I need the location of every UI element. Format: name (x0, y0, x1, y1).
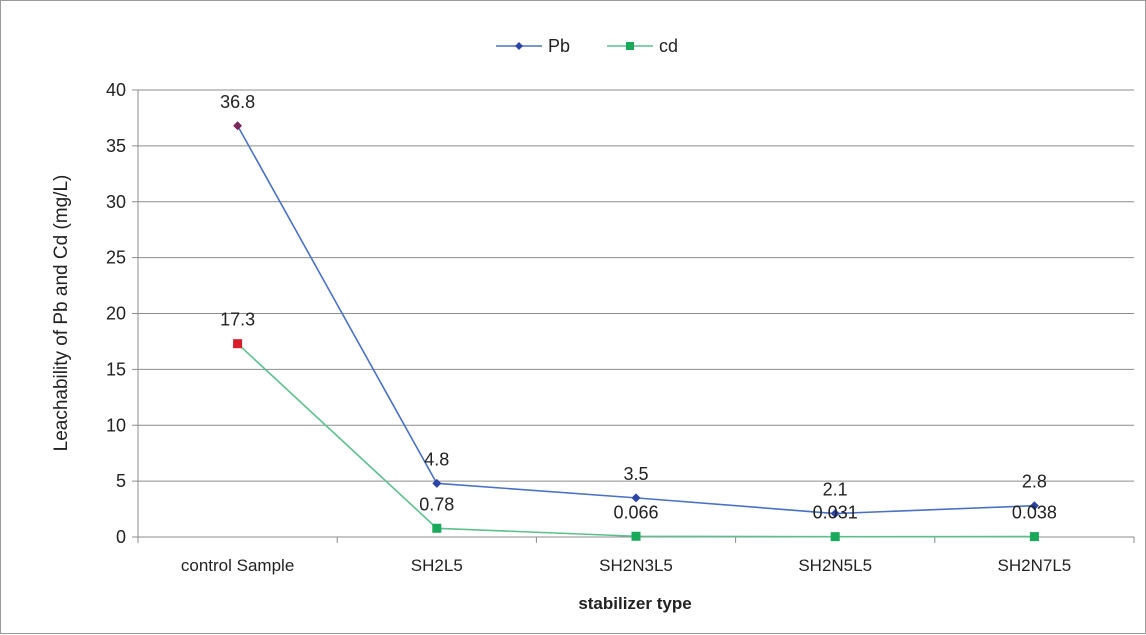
y-tick-label: 40 (106, 80, 126, 100)
x-tick-label: SH2N7L5 (998, 556, 1072, 575)
data-point (1029, 532, 1039, 542)
data-label: 0.038 (1012, 503, 1057, 523)
legend-label: Pb (548, 36, 570, 56)
y-tick-label: 5 (116, 471, 126, 491)
x-tick-label: SH2N3L5 (599, 556, 673, 575)
data-label: 3.5 (623, 464, 648, 484)
legend: Pb cd (496, 36, 678, 56)
x-tick-label: SH2N5L5 (798, 556, 872, 575)
series-group (233, 121, 1039, 542)
legend-marker (515, 42, 523, 50)
y-tick-label: 15 (106, 359, 126, 379)
y-tick-label: 35 (106, 136, 126, 156)
data-point (233, 121, 243, 131)
data-label: 0.031 (813, 503, 858, 523)
data-point (1029, 501, 1039, 511)
legend-item-cd: cd (607, 36, 678, 56)
gridlines (138, 89, 1134, 482)
data-label: 0.066 (613, 502, 658, 522)
y-tick-label: 10 (106, 415, 126, 435)
legend-item-pb: Pb (496, 36, 570, 56)
data-label: 36.8 (220, 92, 255, 112)
y-axis-label: Leachability of Pb and Cd (mg/L) (51, 175, 72, 452)
tick-labels: 0 5 10 15 20 25 30 35 40 control Sample SH2L5 SH2N3… (106, 80, 1071, 575)
y-tick-label: 30 (106, 192, 126, 212)
y-tick-label: 25 (106, 248, 126, 268)
data-point (631, 531, 641, 541)
data-point (830, 532, 840, 542)
data-label: 4.8 (424, 449, 449, 469)
data-point (432, 478, 442, 488)
data-point (631, 493, 641, 503)
data-labels: 36.8 4.8 3.5 2.1 2.8 17.3 0.78 0.066 0.031 0.038 (220, 92, 1057, 523)
x-tick-label: control Sample (181, 556, 294, 575)
legend-marker (626, 42, 634, 50)
series-pb (233, 121, 1039, 519)
data-label: 17.3 (220, 310, 255, 330)
legend-label: cd (659, 36, 678, 56)
data-label: 0.78 (419, 494, 454, 514)
x-tick-label: SH2L5 (411, 556, 463, 575)
data-point (432, 523, 442, 533)
y-tick-label: 0 (116, 527, 126, 547)
y-tick-label: 20 (106, 304, 126, 324)
data-label: 2.1 (823, 480, 848, 500)
series-cd (233, 339, 1039, 542)
data-point (830, 509, 840, 519)
x-axis-label: stabilizer type (578, 594, 691, 613)
data-point (233, 339, 243, 349)
data-label: 2.8 (1022, 472, 1047, 492)
